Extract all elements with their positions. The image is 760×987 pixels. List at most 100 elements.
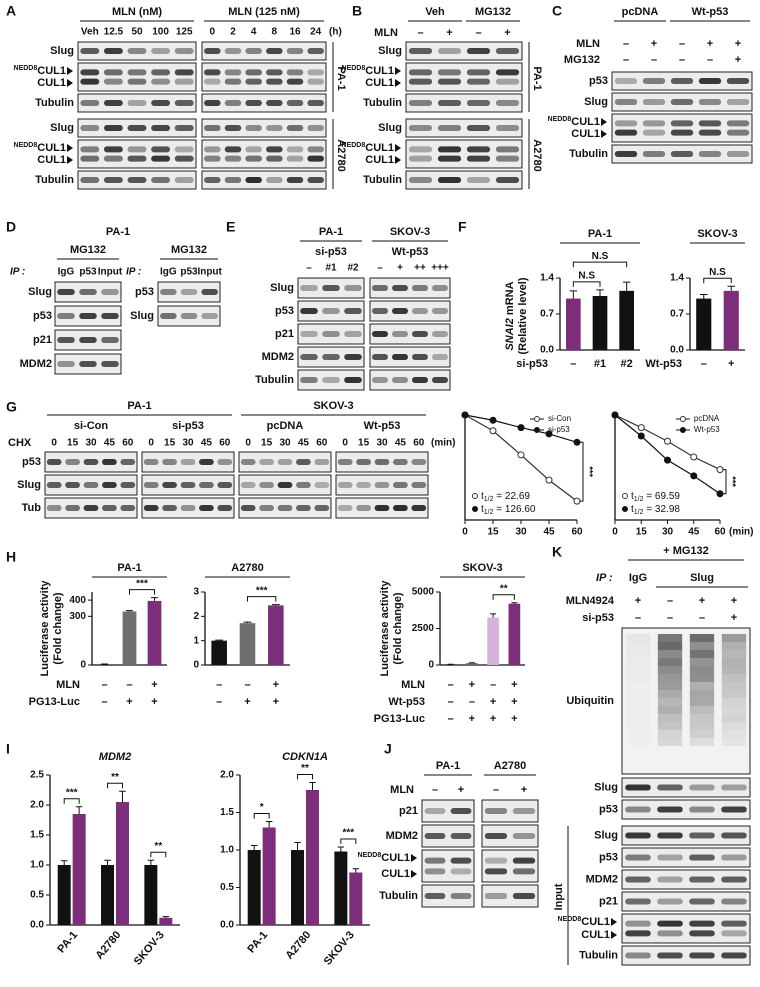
band — [466, 177, 491, 183]
panel-letter: A — [6, 3, 16, 19]
band — [466, 125, 491, 131]
bar — [101, 865, 115, 925]
row-label: p21 — [33, 334, 52, 346]
sig-bracket — [150, 851, 167, 858]
smear — [625, 650, 651, 658]
band — [204, 100, 221, 106]
y-axis-label: (Fold change) — [392, 592, 404, 664]
band — [670, 151, 694, 157]
bar — [305, 790, 319, 925]
legend-marker — [533, 427, 540, 433]
blot-box — [421, 849, 475, 883]
band — [372, 331, 388, 337]
smear — [657, 666, 683, 674]
smear — [721, 730, 747, 738]
sig-bracket — [703, 277, 732, 284]
band — [314, 459, 330, 465]
band — [322, 308, 340, 314]
band — [245, 125, 262, 131]
y-axis-label: SNAI2 mRNA — [504, 281, 516, 350]
band — [307, 146, 324, 153]
significance: *** — [66, 787, 78, 798]
band — [174, 125, 194, 131]
band — [625, 876, 651, 883]
condition-value: + — [511, 679, 517, 691]
lane-label: 0 — [245, 438, 251, 449]
band — [180, 505, 196, 511]
row-label: MDM2 — [262, 351, 294, 363]
lane-label: 24 — [310, 27, 322, 38]
blot-box — [405, 118, 523, 138]
band — [307, 78, 324, 85]
band — [224, 155, 242, 162]
label: t — [481, 504, 484, 515]
band — [277, 482, 293, 488]
band — [259, 482, 274, 488]
band — [46, 505, 62, 511]
sig-bracket — [247, 596, 277, 602]
smear — [689, 698, 715, 706]
condition-value: + — [273, 696, 279, 708]
y-tick-label: 0.0 — [670, 345, 684, 356]
condition-value: – — [101, 696, 107, 708]
marker — [461, 411, 469, 419]
smear — [626, 738, 650, 746]
condition-value: – — [448, 713, 454, 725]
lane-label: #1 — [325, 263, 337, 274]
group-subtitle: si-p53 — [315, 246, 347, 258]
lane-label: Veh — [81, 27, 99, 38]
bar — [723, 290, 739, 350]
arrowhead — [67, 156, 73, 164]
band — [393, 459, 408, 465]
smear — [689, 674, 715, 682]
bar — [147, 600, 162, 665]
smear — [626, 690, 650, 698]
bar — [72, 814, 86, 925]
sig-bracket — [253, 813, 270, 819]
panel-letter: G — [6, 399, 17, 415]
band — [79, 289, 97, 295]
smear — [657, 642, 683, 650]
band — [721, 784, 747, 791]
ip-label: IP : — [126, 267, 141, 278]
band — [83, 482, 99, 488]
band — [204, 146, 221, 153]
band — [259, 459, 274, 465]
band — [245, 69, 262, 76]
band — [266, 100, 283, 106]
band — [65, 505, 80, 511]
smear — [626, 722, 650, 730]
band — [484, 893, 508, 899]
band — [286, 177, 304, 183]
band — [266, 48, 283, 54]
sig-bracket — [340, 838, 357, 844]
condition-value: + — [446, 27, 452, 39]
blot-box — [297, 323, 365, 345]
band — [392, 308, 408, 314]
condition-value: + — [490, 713, 496, 725]
sig-bracket — [723, 469, 727, 495]
error-bar — [271, 604, 280, 606]
band — [300, 354, 318, 360]
band — [80, 100, 100, 106]
band — [127, 100, 147, 106]
label-superscript: NEDD8 — [14, 142, 38, 149]
y-tick-label: 2 — [193, 611, 199, 622]
band — [466, 155, 491, 162]
row-label: Tubulin — [379, 890, 418, 902]
x-tick-label: 45 — [543, 527, 555, 538]
error-bar — [596, 289, 604, 296]
row-label: Slug — [50, 122, 74, 134]
band — [79, 313, 97, 319]
significance: N.S — [592, 251, 609, 262]
condition-value: + — [635, 595, 641, 607]
band — [151, 78, 171, 85]
group-title: pcDNA — [622, 6, 659, 18]
band — [224, 125, 242, 131]
group-title: Wt-p53 — [692, 6, 729, 18]
condition-label: MG132 — [564, 54, 600, 66]
band — [217, 505, 233, 511]
blot-box — [621, 825, 751, 846]
condition-value: + — [469, 713, 475, 725]
